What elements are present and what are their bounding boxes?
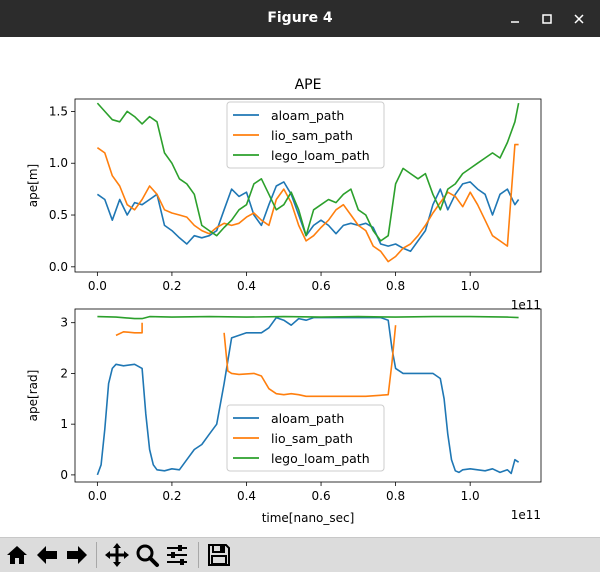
axes1-series-aloam_path: [96, 181, 520, 253]
toolbar-separator: [198, 542, 199, 568]
axes1-x-offset-text: 1e11: [511, 298, 541, 312]
axes1-ylabel: ape[m]: [26, 164, 40, 207]
figure-svg: 0.0 0.2 0.4 0.6 0.8 1.0 0.0 0.5 1.0 1.5 1e11 APE ape…: [26, 77, 542, 525]
axes2-ytick-label: 3: [60, 316, 68, 330]
axes2-xtick-label: 0.0: [88, 489, 107, 503]
axes2-ylabel: ape[rad]: [26, 370, 40, 422]
axes2-xtick-label: 0.8: [386, 489, 405, 503]
axes1-legend-label: aloam_path: [271, 108, 344, 123]
save-icon[interactable]: [206, 542, 232, 568]
axes1-ytick-label: 1.0: [49, 156, 68, 170]
axes1-legend-box: [226, 101, 385, 169]
window-title: Figure 4: [267, 10, 333, 26]
axes1-xtick-label: 0.6: [312, 279, 331, 293]
close-icon[interactable]: [569, 9, 589, 29]
home-icon[interactable]: [4, 542, 30, 568]
axes1-ytick-label: 1.5: [49, 104, 68, 118]
axes1-xtick-label: 0.4: [237, 279, 256, 293]
figure-canvas[interactable]: 0.0 0.2 0.4 0.6 0.8 1.0 0.0 0.5 1.0 1.5 1e11 APE ape…: [0, 37, 600, 537]
axes1-title: APE: [295, 77, 322, 93]
move-icon[interactable]: [104, 542, 130, 568]
maximize-icon[interactable]: [537, 9, 557, 29]
axes1-xtick-label: 1.0: [461, 279, 480, 293]
window-titlebar: Figure 4: [0, 0, 600, 37]
axes2-xtick-label: 0.4: [237, 489, 256, 503]
axes1-xtick-label: 0.0: [88, 279, 107, 293]
arrow-left-icon[interactable]: [34, 542, 60, 568]
axes1-frame: [74, 98, 542, 273]
axes2-series-lego_loam_path: [97, 315, 519, 320]
arrow-right-icon[interactable]: [64, 542, 90, 568]
axes1-xtick-label: 0.2: [162, 279, 181, 293]
zoom-icon[interactable]: [134, 542, 160, 568]
axes2-series-lio_sam_path: [223, 325, 397, 398]
axes2-frame: [74, 308, 542, 483]
axes2-ytick-label: 1: [60, 417, 68, 431]
axes1-ytick-label: 0.5: [49, 208, 68, 222]
sliders-icon[interactable]: [164, 542, 190, 568]
axes2-xtick-label: 1.0: [461, 489, 480, 503]
axes2-xlabel: time[nano_sec]: [262, 511, 355, 525]
axes2-ytick-label: 2: [60, 366, 68, 380]
axes2-x-offset-text: 1e11: [511, 508, 541, 522]
navigation-toolbar: [0, 537, 600, 572]
axes1-xtick-label: 0.8: [386, 279, 405, 293]
axes1-legend-label: lio_sam_path: [271, 128, 353, 143]
axes2-xtick-label: 0.2: [162, 489, 181, 503]
axes2-legend-label: aloam_path: [271, 411, 344, 426]
axes2-legend-label: lio_sam_path: [271, 431, 353, 446]
axes1-series-lio_sam_path: [96, 143, 519, 263]
axes1-series-lego_loam_path: [96, 102, 520, 242]
axes1-legend-label: lego_loam_path: [271, 148, 370, 163]
axes2-legend-box: [226, 404, 385, 472]
axes1-ytick-label: 0.0: [49, 260, 68, 274]
axes2-legend-label: lego_loam_path: [271, 451, 370, 466]
axes2-series-lio_sam_path: [115, 322, 143, 337]
axes2-xtick-label: 0.6: [312, 489, 331, 503]
toolbar-separator: [96, 542, 97, 568]
axes2-series-aloam_path: [96, 316, 520, 476]
axes2-ytick-label: 0: [60, 468, 68, 482]
minimize-icon[interactable]: [505, 9, 525, 29]
